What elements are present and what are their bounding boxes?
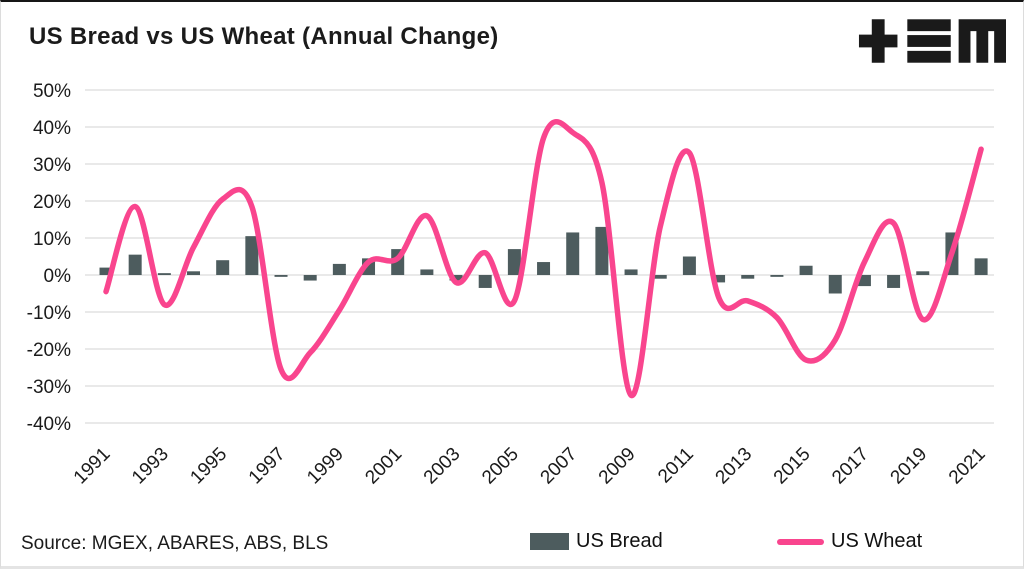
bread-bar-2015	[799, 265, 813, 275]
bread-bar-2004	[478, 275, 492, 288]
y-axis-tick-label: -40%	[27, 414, 71, 435]
bread-bar-2002	[420, 269, 434, 275]
bread-bar-1996	[245, 236, 259, 275]
bread-bar-2009	[624, 269, 638, 275]
y-axis-tick-label: -10%	[27, 303, 71, 324]
legend-item-us-bread: US Bread	[530, 530, 663, 553]
bread-bar-2005	[507, 249, 521, 275]
y-axis-tick-label: -20%	[27, 340, 71, 361]
bread-bar-1998	[303, 275, 317, 281]
bread-bar-2016	[828, 275, 842, 294]
bread-bar-1991	[99, 267, 113, 275]
bread-bar-2003	[449, 275, 463, 281]
x-axis-tick-label: 1995	[186, 444, 231, 489]
x-axis-tick-label: 2009	[595, 444, 640, 489]
bread-bar-2008	[595, 226, 609, 275]
plus-icon	[858, 19, 898, 63]
wheat-line	[103, 119, 984, 399]
bread-bar-2021	[974, 258, 988, 275]
bread-bar-2010	[653, 275, 667, 279]
bread-bar-2011	[682, 256, 696, 275]
x-axis-tick-label: 2015	[770, 444, 815, 489]
m-icon	[958, 19, 1006, 63]
x-axis-tick-label: 2011	[654, 444, 698, 488]
x-axis-tick-label: 2007	[537, 444, 582, 489]
y-axis-tick-label: 40%	[33, 118, 71, 139]
triple-bar-icon	[907, 19, 951, 63]
x-axis-tick-label: 1991	[70, 444, 115, 489]
bread-bar-2012	[712, 275, 726, 283]
legend-label-us-wheat: US Wheat	[831, 530, 923, 552]
legend-item-us-wheat: US Wheat	[777, 530, 922, 553]
wheat-line-swatch	[777, 538, 824, 545]
y-axis-tick-label: -30%	[27, 377, 71, 398]
legend-label-us-bread: US Bread	[576, 530, 663, 552]
bread-bar-2018	[887, 275, 901, 288]
bread-bar-1995	[216, 260, 230, 275]
y-axis-tick-label: 10%	[33, 229, 71, 250]
x-axis-tick-label: 2005	[478, 444, 523, 489]
x-axis-tick-label: 2013	[712, 444, 757, 489]
bread-bar-1997	[274, 275, 288, 277]
x-axis-tick-label: 1997	[245, 444, 290, 489]
y-axis-tick-label: 0%	[44, 266, 72, 287]
x-axis-tick-label: 2019	[887, 444, 932, 489]
bread-bar-2006	[537, 262, 551, 275]
bread-bar-2007	[566, 232, 580, 275]
tem-logo	[858, 19, 1006, 63]
bread-bar-1992	[128, 254, 142, 275]
bread-bar-1999	[332, 263, 346, 275]
source-note: Source: MGEX, ABARES, ABS, BLS	[21, 533, 329, 554]
y-axis-tick-label: 30%	[33, 155, 71, 176]
bread-bar-swatch	[530, 533, 569, 550]
x-axis-tick-label: 2017	[828, 444, 873, 489]
x-axis-tick-label: 1999	[303, 444, 348, 489]
bread-bar-1994	[187, 271, 201, 275]
y-axis-tick-label: 20%	[33, 192, 71, 213]
bread-bar-2019	[916, 271, 930, 275]
x-axis-tick-label: 2021	[945, 444, 990, 489]
bread-bar-2013	[741, 275, 755, 279]
chart-title: US Bread vs US Wheat (Annual Change)	[29, 23, 499, 50]
y-axis-tick-label: 50%	[33, 81, 71, 102]
bread-bar-2014	[770, 275, 784, 277]
x-axis-tick-label: 2003	[420, 444, 465, 489]
bread-bar-1993	[157, 273, 171, 275]
bread-bar-2017	[857, 275, 871, 287]
x-axis-tick-label: 1993	[128, 444, 173, 489]
x-axis-tick-label: 2001	[361, 444, 406, 489]
